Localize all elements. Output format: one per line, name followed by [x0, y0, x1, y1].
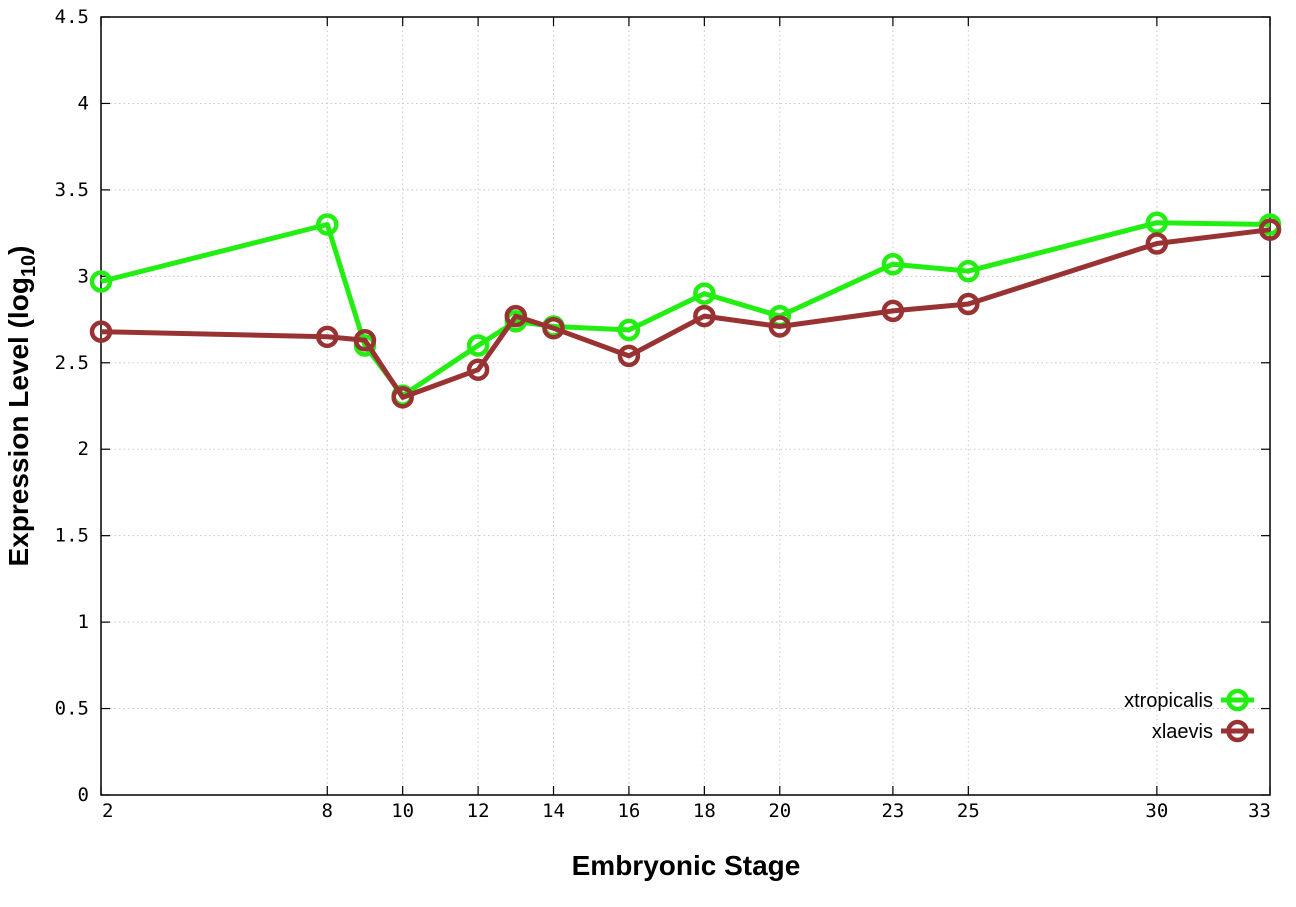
y-tick-label: 0 — [78, 784, 89, 806]
y-tick-label: 1 — [78, 611, 89, 633]
data-point-xlaevis — [617, 344, 641, 368]
x-tick-label: 30 — [1145, 800, 1168, 822]
legend-marker-xtropicalis — [1226, 688, 1249, 712]
data-point-xlaevis — [391, 386, 414, 409]
y-tick-label: 3 — [78, 265, 89, 287]
series-group — [89, 211, 1282, 409]
data-point-xlaevis — [89, 320, 113, 343]
data-point-xtropicalis — [316, 213, 339, 236]
data-point-xtropicalis — [466, 334, 490, 357]
data-point-xtropicalis — [89, 270, 113, 293]
data-point-xlaevis — [693, 304, 716, 328]
data-point-xtropicalis — [881, 252, 905, 276]
x-tick-label: 33 — [1248, 800, 1271, 822]
data-point-xlaevis — [1145, 232, 1169, 255]
series-xtropicalis — [89, 211, 1282, 407]
x-tick-label: 2 — [102, 800, 113, 822]
x-tick-label: 20 — [768, 800, 791, 822]
data-point-xtropicalis — [957, 259, 980, 283]
series-xlaevis — [89, 218, 1282, 409]
series-line-xlaevis — [100, 227, 1271, 400]
x-tick-label: 8 — [322, 800, 333, 822]
x-tick-label: 23 — [881, 800, 904, 822]
axis-ticks: 0 0.5 1 1.5 2 2.5 3 3.5 4 4.5 2 8 10 12 14 16 18 20 23 25 30… — [55, 6, 1271, 822]
legend-marker-xlaevis — [1226, 719, 1249, 743]
x-tick-label: 12 — [467, 800, 490, 822]
legend-label-xlaevis: xlaevis — [1152, 721, 1213, 743]
y-axis-title-subscript: 10 — [18, 255, 40, 277]
data-point-xlaevis — [1258, 218, 1282, 241]
y-tick-label: 4.5 — [55, 6, 89, 28]
y-axis-title: Expression Level (log10) — [3, 246, 40, 567]
data-point-xlaevis — [768, 315, 792, 338]
data-point-xlaevis — [504, 304, 528, 328]
data-point-xlaevis — [466, 358, 490, 381]
data-point-xtropicalis — [617, 318, 641, 342]
x-tick-label: 10 — [391, 800, 414, 822]
data-point-xlaevis — [957, 292, 980, 316]
data-point-xtropicalis — [1145, 211, 1169, 234]
y-axis-title-main: Expression Level (log — [3, 277, 34, 566]
series-line-xtropicalis — [100, 220, 1271, 399]
data-point-xlaevis — [316, 325, 339, 349]
data-point-xlaevis — [881, 299, 905, 323]
legend-label-xtropicalis: xtropicalis — [1124, 690, 1213, 712]
data-point-xlaevis — [353, 329, 377, 352]
y-tick-label: 0.5 — [55, 698, 89, 720]
plot-frame — [100, 16, 1271, 796]
y-axis-title-close: ) — [3, 246, 34, 255]
y-tick-label: 3.5 — [55, 179, 89, 201]
x-tick-label: 25 — [957, 800, 980, 822]
grid-lines — [101, 17, 1270, 795]
data-point-xlaevis — [542, 316, 565, 340]
y-tick-label: 1.5 — [55, 525, 89, 547]
x-tick-label: 16 — [617, 800, 640, 822]
x-axis-title: Embryonic Stage — [572, 850, 801, 881]
x-tick-label: 18 — [693, 800, 716, 822]
y-tick-label: 2.5 — [55, 352, 89, 374]
y-tick-label: 4 — [78, 92, 89, 114]
x-tick-label: 14 — [542, 800, 565, 822]
legend: xtropicalis xlaevis — [1124, 688, 1254, 743]
y-tick-label: 2 — [78, 438, 89, 460]
data-point-xtropicalis — [693, 282, 716, 305]
